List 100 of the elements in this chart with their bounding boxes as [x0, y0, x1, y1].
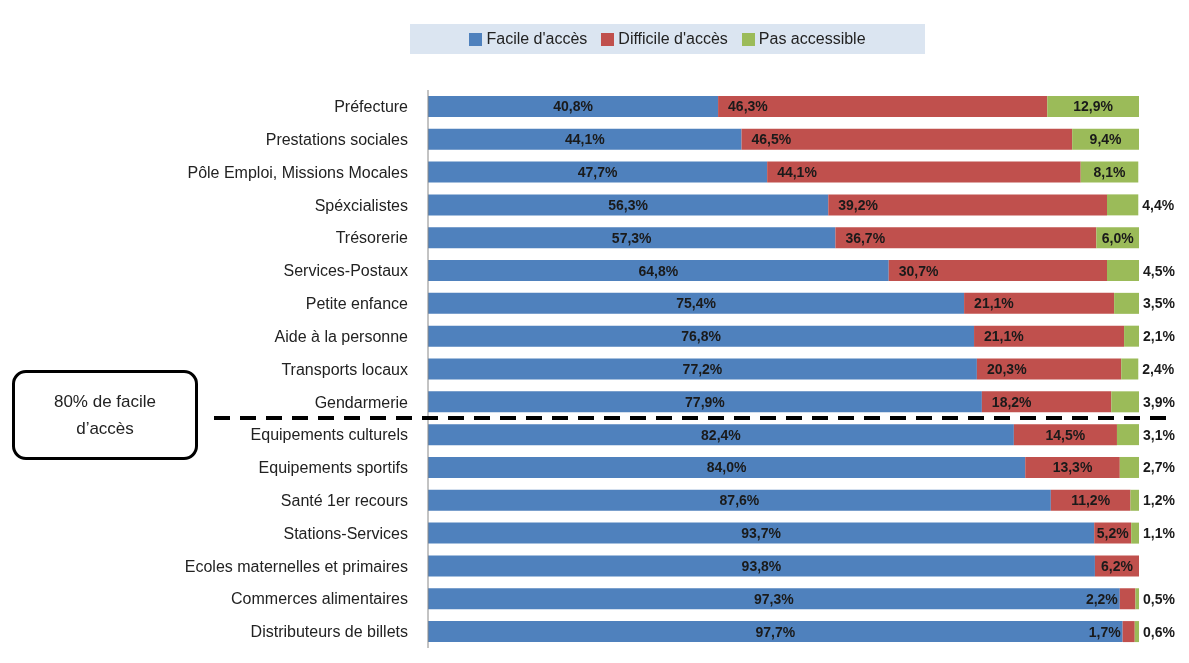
data-label: 75,4%	[676, 295, 717, 312]
bar	[428, 260, 889, 282]
data-label: 64,8%	[638, 262, 679, 279]
data-label: 84,0%	[706, 459, 748, 476]
data-label: 36,7%	[845, 229, 886, 246]
y-tick-label: Stations-Services	[283, 524, 408, 542]
data-label: 3,5%	[1143, 295, 1176, 312]
data-label: 57,3%	[611, 229, 653, 246]
data-label: 12,9%	[1073, 98, 1114, 115]
y-tick-label: Transports locaux	[281, 360, 408, 378]
data-label: 93,8%	[741, 557, 782, 574]
data-label: 21,1%	[974, 295, 1015, 312]
data-label: 8,1%	[1093, 164, 1126, 181]
data-label: 3,9%	[1143, 393, 1176, 410]
data-label: 3,1%	[1143, 426, 1176, 443]
y-tick-label: Services-Postaux	[283, 262, 408, 280]
bar	[1119, 456, 1139, 478]
data-label: 1,7%	[1088, 623, 1122, 640]
data-label: 97,7%	[755, 623, 796, 640]
y-tick-label: Prestations sociales	[265, 130, 408, 148]
bar	[1114, 292, 1139, 314]
bar	[1130, 489, 1139, 511]
y-tick-label: Ecoles maternelles et primaires	[184, 557, 408, 575]
bar	[428, 358, 977, 380]
bar	[964, 292, 1115, 314]
data-label: 44,1%	[777, 164, 818, 181]
data-label: 87,6%	[719, 492, 760, 509]
data-label: 97,3%	[754, 590, 795, 607]
data-label: 40,8%	[553, 98, 594, 115]
y-tick-label: Pôle Emploi, Missions Mocales	[187, 163, 408, 181]
bar	[428, 161, 768, 183]
bar	[428, 325, 975, 347]
bar	[428, 391, 982, 413]
y-tick-label: Commerces alimentaires	[231, 590, 408, 608]
data-label: 5,2%	[1096, 525, 1130, 542]
y-tick-label: Aide à la personne	[274, 327, 409, 345]
data-label: 18,2%	[991, 393, 1033, 410]
data-label: 0,6%	[1143, 623, 1176, 640]
bar	[428, 555, 1095, 577]
data-label: 14,5%	[1045, 426, 1086, 443]
data-label: 6,0%	[1101, 229, 1135, 246]
bar	[835, 227, 1097, 249]
bar	[1131, 522, 1139, 544]
y-tick-label: Spéxcialistes	[314, 196, 408, 214]
bar	[1134, 621, 1139, 643]
bar	[1135, 588, 1139, 610]
y-tick-label: Trésorerie	[335, 229, 409, 247]
bar	[741, 128, 1073, 150]
bar	[1124, 325, 1139, 347]
data-label: 2,7%	[1143, 459, 1176, 476]
data-label: 46,3%	[728, 98, 769, 115]
bar	[888, 260, 1107, 282]
y-tick-label: Petite enfance	[305, 295, 409, 313]
data-label: 20,3%	[986, 361, 1028, 377]
legend-label: Facile d'accès	[486, 30, 588, 48]
bar	[1119, 588, 1136, 610]
legend-label: Difficile d'accès	[618, 30, 728, 48]
bar	[1107, 260, 1139, 282]
bar	[428, 194, 829, 216]
bar	[828, 194, 1108, 216]
bar	[428, 424, 1014, 446]
bar	[428, 456, 1026, 478]
data-label: 11,2%	[1071, 492, 1111, 509]
data-label: 4,5%	[1143, 262, 1176, 279]
data-label: 2,1%	[1143, 328, 1176, 345]
data-label: 2,4%	[1142, 361, 1175, 377]
bar	[718, 95, 1048, 117]
data-label: 56,3%	[608, 196, 649, 213]
bar	[1122, 621, 1135, 643]
data-label: 4,4%	[1142, 196, 1175, 213]
data-label: 76,8%	[681, 328, 722, 345]
bar	[1111, 391, 1139, 413]
bar	[428, 522, 1095, 544]
y-tick-label: Préfecture	[334, 98, 409, 116]
data-label: 77,9%	[685, 393, 726, 410]
bar	[767, 161, 1081, 183]
y-tick-label: Equipements sportifs	[258, 459, 408, 477]
bar	[428, 621, 1123, 643]
data-label: 82,4%	[701, 426, 742, 443]
bar	[428, 292, 965, 314]
y-tick-label: Santé 1er recours	[280, 491, 408, 509]
bar	[428, 489, 1051, 511]
data-label: 1,1%	[1143, 525, 1176, 542]
bar	[428, 227, 836, 249]
data-label: 47,7%	[577, 164, 618, 181]
bar	[974, 325, 1125, 347]
data-label: 9,4%	[1089, 131, 1123, 148]
data-label: 77,2%	[682, 361, 723, 377]
data-label: 1,2%	[1143, 492, 1176, 509]
bar	[976, 358, 1122, 380]
data-label: 39,2%	[838, 196, 879, 213]
bar	[1116, 424, 1139, 446]
data-label: 30,7%	[898, 262, 939, 279]
bar	[428, 95, 719, 117]
data-label: 46,5%	[751, 131, 792, 148]
legend-label: Pas accessible	[758, 30, 866, 48]
callout-box: 80% de facile d’accès	[12, 370, 198, 461]
data-label: 13,3%	[1052, 459, 1093, 476]
bar	[428, 588, 1120, 610]
y-tick-label: Equipements culturels	[250, 426, 408, 444]
